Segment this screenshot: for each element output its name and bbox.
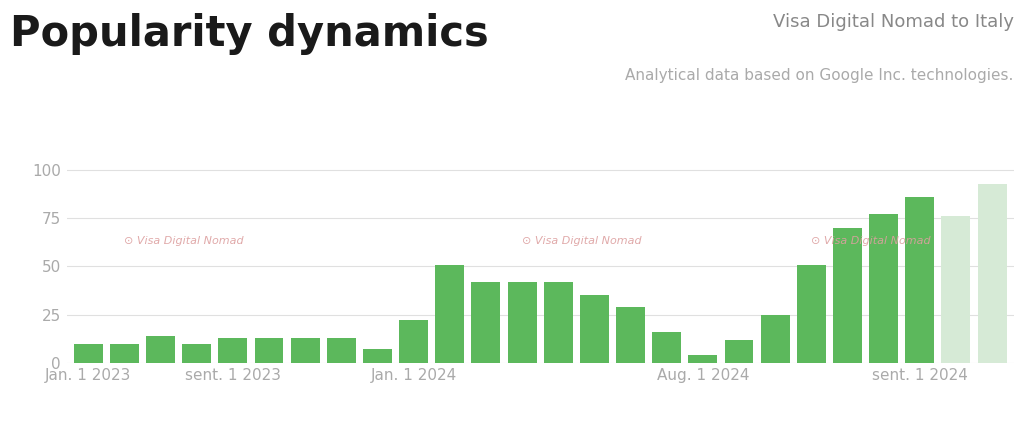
Bar <box>761 315 790 363</box>
Bar <box>580 295 609 363</box>
Bar <box>471 282 501 363</box>
Bar <box>74 344 102 363</box>
Bar <box>255 338 284 363</box>
Bar <box>435 265 464 363</box>
Text: ⊙ Visa Digital Nomad: ⊙ Visa Digital Nomad <box>522 236 642 246</box>
Bar <box>869 214 898 363</box>
Text: Analytical data based on Google Inc. technologies.: Analytical data based on Google Inc. tec… <box>626 68 1014 83</box>
Bar <box>616 307 645 363</box>
Bar <box>652 332 681 363</box>
Bar <box>941 216 971 363</box>
Bar <box>905 197 934 363</box>
Bar <box>291 338 319 363</box>
Text: ⊙ Visa Digital Nomad: ⊙ Visa Digital Nomad <box>811 236 931 246</box>
Bar <box>364 349 392 363</box>
Text: Visa Digital Nomad to Italy: Visa Digital Nomad to Italy <box>773 13 1014 31</box>
Bar <box>110 344 139 363</box>
Bar <box>544 282 572 363</box>
Bar <box>978 184 1007 363</box>
Bar <box>327 338 355 363</box>
Bar <box>399 320 428 363</box>
Bar <box>218 338 248 363</box>
Bar <box>797 265 825 363</box>
Bar <box>182 344 211 363</box>
Bar <box>688 355 717 363</box>
Bar <box>146 336 175 363</box>
Bar <box>725 340 754 363</box>
Text: ⊙ Visa Digital Nomad: ⊙ Visa Digital Nomad <box>124 236 244 246</box>
Text: Popularity dynamics: Popularity dynamics <box>10 13 489 55</box>
Bar <box>833 228 862 363</box>
Bar <box>508 282 537 363</box>
